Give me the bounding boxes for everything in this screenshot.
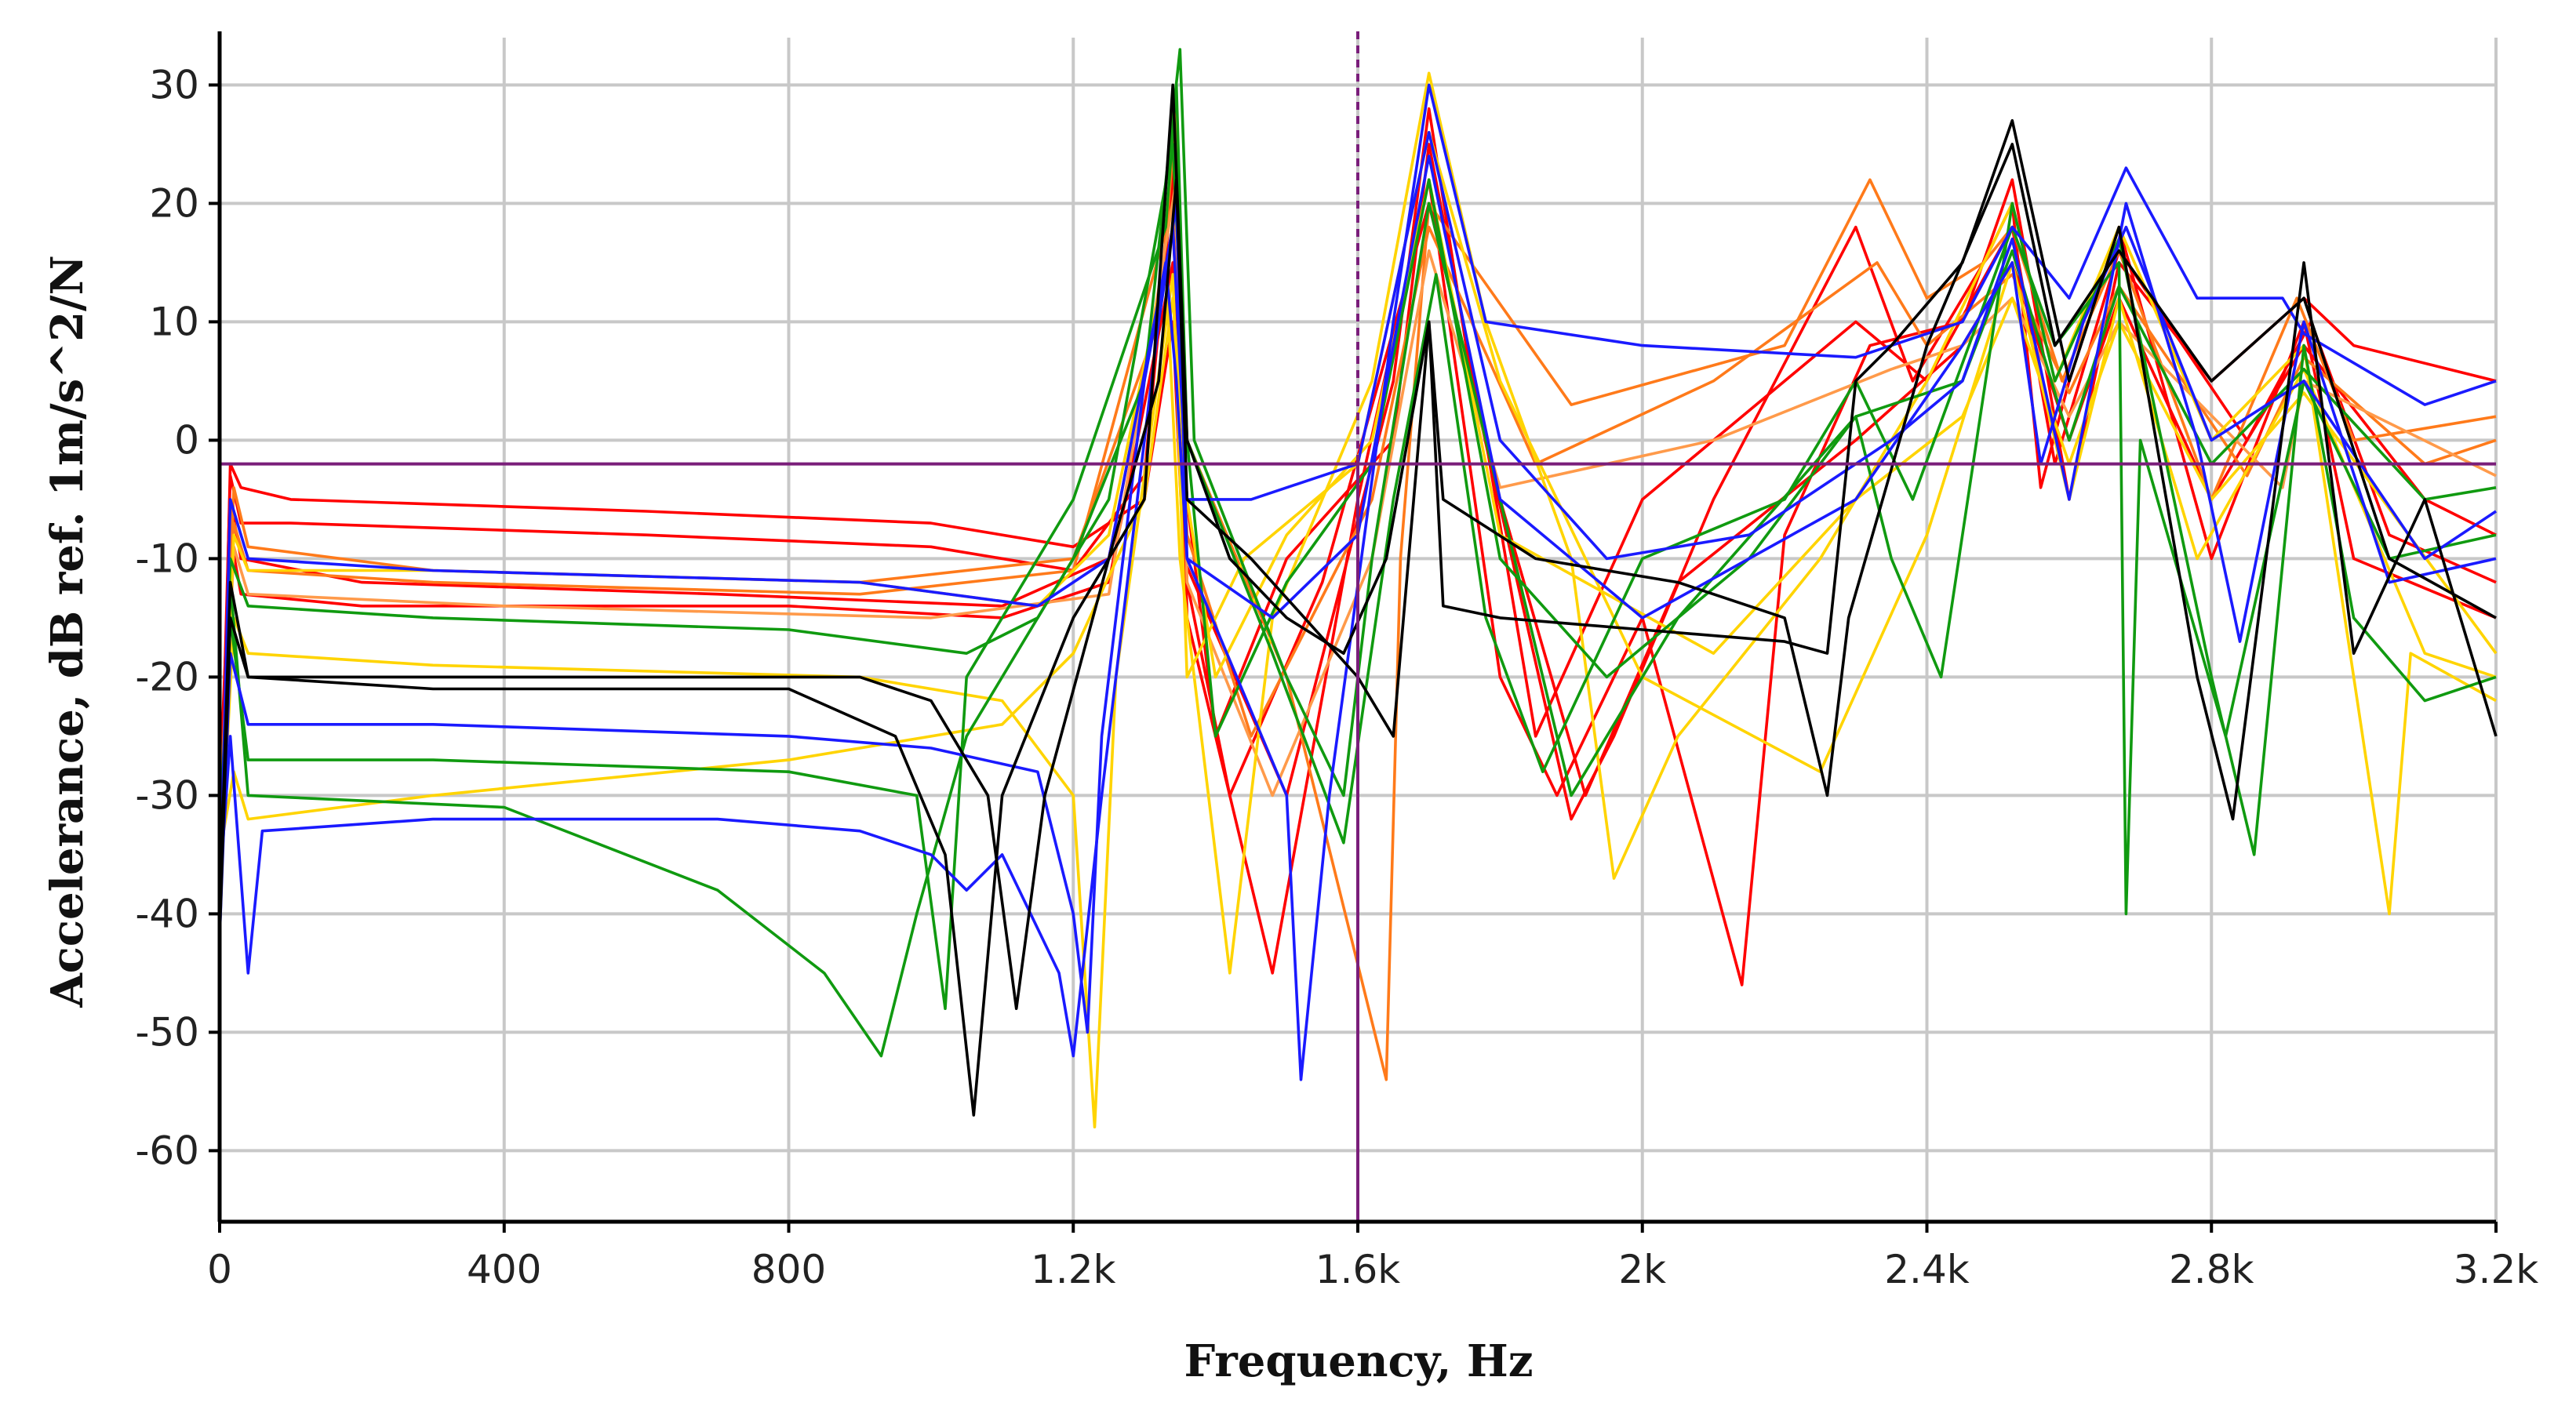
x-tick-label-2: 800 xyxy=(751,1247,826,1292)
y-tick-label-4: -10 xyxy=(135,536,199,581)
label-layer: Frequency, Hz Accelerance, dB ref. 1m/s^… xyxy=(42,255,1534,1387)
y-tick-label-3: 0 xyxy=(174,417,199,463)
series-line-black-2 xyxy=(218,143,2497,1010)
series-line-green-3 xyxy=(218,143,2497,891)
x-tick-label-7: 2.8k xyxy=(2169,1247,2254,1292)
axis-layer: 0 400 800 1.2k 1.6k 2k 2.4k 2.8k 3.2k 30 20 10 0 -10 -… xyxy=(135,31,2538,1292)
x-axis-title: Frequency, Hz xyxy=(1184,1335,1533,1387)
series-line-green-1 xyxy=(218,48,2497,1058)
y-tick-label-5: -20 xyxy=(135,654,199,699)
series-line-orange-2 xyxy=(218,202,2497,819)
y-tick-label-9: -60 xyxy=(135,1128,199,1173)
x-tick-label-0: 0 xyxy=(207,1247,232,1292)
y-tick-label-1: 20 xyxy=(149,180,199,226)
series-line-green-2 xyxy=(218,83,2497,1010)
y-tick-label-2: 10 xyxy=(149,299,199,344)
y-tick-label-8: -50 xyxy=(135,1009,199,1055)
x-tick-label-4: 1.6k xyxy=(1315,1247,1401,1292)
y-axis-title: Accelerance, dB ref. 1m/s^2/N xyxy=(42,255,93,1008)
series-line-orange-3 xyxy=(218,178,2497,867)
y-tick-label-0: 30 xyxy=(149,62,199,107)
x-tick-label-5: 2k xyxy=(1618,1247,1666,1292)
cursor-layer[interactable] xyxy=(220,31,2496,1222)
x-tick-label-3: 1.2k xyxy=(1031,1247,1116,1292)
series-layer xyxy=(218,48,2498,1128)
y-tick-label-6: -30 xyxy=(135,772,199,818)
x-tick-label-6: 2.4k xyxy=(1884,1247,1970,1292)
series-line-blue-3 xyxy=(218,154,2497,1058)
y-tick-label-7: -40 xyxy=(135,891,199,936)
series-line-blue-1 xyxy=(218,83,2497,1081)
x-tick-label-8: 3.2k xyxy=(2454,1247,2539,1292)
x-tick-label-1: 400 xyxy=(467,1247,541,1292)
series-line-yellow-3 xyxy=(218,178,2498,856)
